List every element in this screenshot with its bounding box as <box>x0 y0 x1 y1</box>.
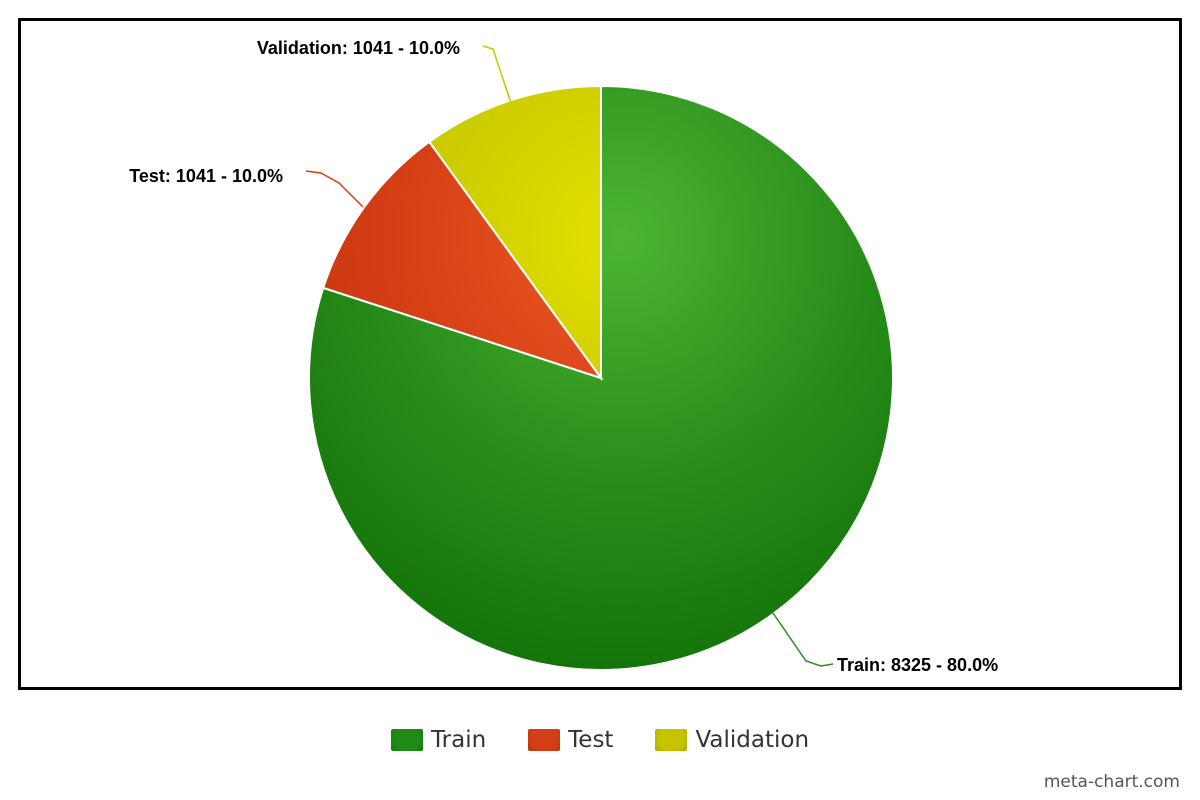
label-connector-train <box>772 612 834 667</box>
legend-item-test[interactable]: Test <box>528 727 613 753</box>
legend: Train Test Validation <box>0 724 1200 756</box>
legend-swatch-train <box>390 729 423 751</box>
slice-label-train: Train: 8325 - 80.0% <box>837 655 998 675</box>
legend-label-train: Train <box>430 727 487 753</box>
legend-swatch-test <box>528 729 561 751</box>
slice-label-test: Test: 1041 - 10.0% <box>129 166 283 186</box>
legend-item-train[interactable]: Train <box>390 727 487 753</box>
legend-swatch-validation <box>655 729 688 751</box>
chart-frame: Train: 8325 - 80.0% Test: 1041 - 10.0% Val… <box>18 18 1182 690</box>
pie-slice-test[interactable] <box>321 140 604 380</box>
pie-chart: Train: 8325 - 80.0% Test: 1041 - 10.0% Val… <box>129 38 998 675</box>
legend-label-validation: Validation <box>695 727 810 753</box>
credit-link[interactable]: meta-chart.com <box>1043 772 1180 792</box>
slice-label-validation: Validation: 1041 - 10.0% <box>257 38 460 58</box>
label-connector-test <box>305 170 364 208</box>
legend-item-validation[interactable]: Validation <box>655 727 809 753</box>
legend-label-test: Test <box>568 727 614 753</box>
label-connector-validation <box>482 45 512 104</box>
